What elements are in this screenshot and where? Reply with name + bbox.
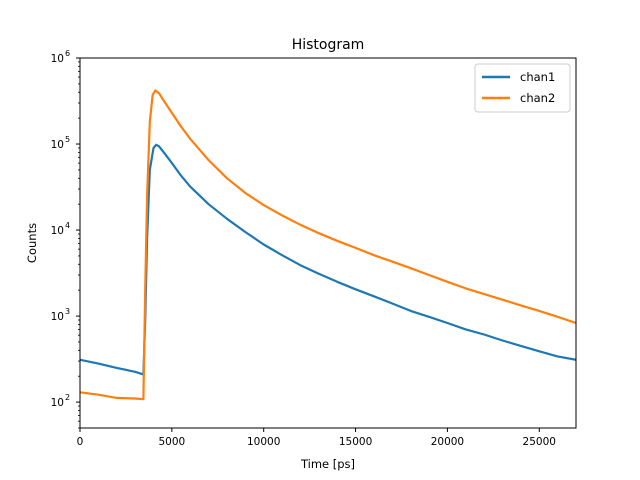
y-tick-label-exponent: 3 [65, 307, 70, 316]
x-tick-label: 25000 [523, 436, 556, 448]
x-axis-label: Time [ps] [300, 457, 355, 471]
legend-label-chan2: chan2 [520, 91, 555, 105]
x-tick-label: 0 [77, 436, 84, 448]
y-tick-label-exponent: 5 [65, 135, 70, 144]
y-tick-label-exponent: 2 [65, 393, 70, 402]
x-tick-label: 10000 [247, 436, 280, 448]
x-tick-label: 15000 [339, 436, 372, 448]
y-tick-label: 10 [51, 311, 64, 323]
y-tick-label-exponent: 6 [65, 49, 70, 58]
x-tick-label: 5000 [158, 436, 185, 448]
legend: chan1 chan2 [474, 63, 571, 113]
y-axis-label: Counts [25, 223, 39, 263]
y-tick-label: 10 [51, 53, 64, 65]
plot-area [80, 89, 576, 401]
y-tick-label-exponent: 4 [65, 221, 70, 230]
y-tick-label: 10 [51, 139, 64, 151]
y-tick-label: 10 [51, 397, 64, 409]
x-axis: 0 5000 10000 15000 20000 25000 [77, 428, 556, 448]
x-tick-label: 20000 [431, 436, 464, 448]
y-tick-label: 10 [51, 225, 64, 237]
series-line-chan2 [80, 89, 576, 401]
legend-label-chan1: chan1 [520, 70, 555, 84]
chart-title: Histogram [292, 37, 365, 53]
